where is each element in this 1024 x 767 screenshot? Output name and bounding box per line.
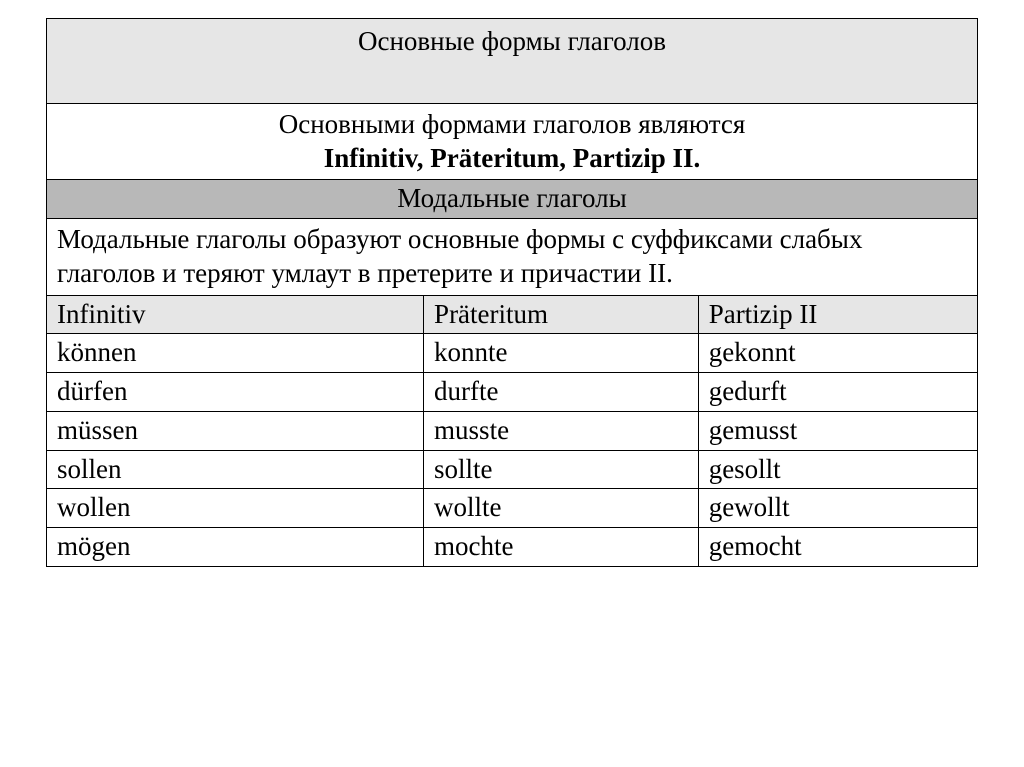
column-header-row: Infinitiv Präteritum Partizip II (47, 295, 978, 334)
table-row: wollen wollte gewollt (47, 489, 978, 528)
cell-infinitiv: mögen (47, 528, 423, 566)
cell-praeteritum: mochte (424, 528, 698, 566)
cell-praeteritum: durfte (424, 373, 698, 411)
cell-partizip2: gedurft (699, 373, 977, 411)
table-title: Основные формы глаголов (47, 19, 977, 103)
page: Основные формы глаголов Основными формам… (0, 0, 1024, 567)
col-header-partizip2: Partizip II (699, 296, 977, 334)
section-heading: Модальные глаголы (47, 180, 977, 218)
cell-infinitiv: müssen (47, 412, 423, 450)
subtitle-line-1: Основными формами глаголов являются (57, 108, 967, 142)
explanation-row: Модальные глаголы образуют основные форм… (47, 219, 978, 296)
cell-praeteritum: musste (424, 412, 698, 450)
cell-infinitiv: können (47, 334, 423, 372)
subtitle-line-2: Infinitiv, Präteritum, Partizip II. (57, 142, 967, 176)
cell-praeteritum: wollte (424, 489, 698, 527)
cell-infinitiv: dürfen (47, 373, 423, 411)
cell-praeteritum: sollte (424, 451, 698, 489)
verb-forms-table: Основные формы глаголов Основными формам… (46, 18, 978, 567)
col-header-infinitiv: Infinitiv (47, 296, 423, 334)
cell-partizip2: gemocht (699, 528, 977, 566)
explanation-text: Модальные глаголы образуют основные форм… (47, 219, 977, 295)
cell-praeteritum: konnte (424, 334, 698, 372)
col-header-praeteritum: Präteritum (424, 296, 698, 334)
cell-partizip2: gewollt (699, 489, 977, 527)
cell-partizip2: gemusst (699, 412, 977, 450)
cell-infinitiv: sollen (47, 451, 423, 489)
cell-partizip2: gesollt (699, 451, 977, 489)
table-row: dürfen durfte gedurft (47, 373, 978, 412)
cell-partizip2: gekonnt (699, 334, 977, 372)
section-heading-row: Модальные глаголы (47, 180, 978, 219)
table-row: können konnte gekonnt (47, 334, 978, 373)
table-subtitle-row: Основными формами глаголов являются Infi… (47, 103, 978, 180)
table-row: sollen sollte gesollt (47, 450, 978, 489)
table-row: mögen mochte gemocht (47, 528, 978, 567)
table-row: müssen musste gemusst (47, 411, 978, 450)
cell-infinitiv: wollen (47, 489, 423, 527)
table-title-row: Основные формы глаголов (47, 19, 978, 104)
